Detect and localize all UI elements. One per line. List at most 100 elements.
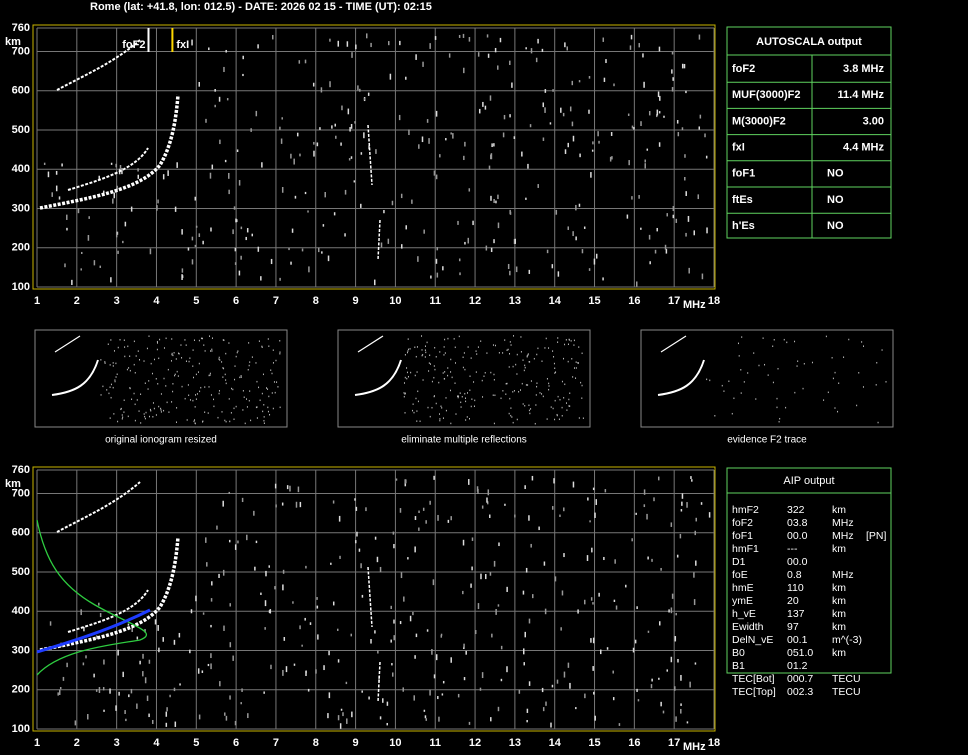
noise-echo — [244, 422, 246, 425]
noise-echo — [225, 420, 227, 423]
noise-echo — [773, 339, 775, 341]
noise-echo — [693, 230, 696, 236]
noise-echo — [526, 708, 529, 713]
noise-echo — [198, 714, 201, 720]
noise-echo — [521, 382, 523, 385]
noise-echo — [197, 371, 199, 373]
noise-echo — [572, 231, 574, 237]
noise-echo — [359, 88, 361, 92]
noise-echo — [683, 63, 686, 69]
noise-echo — [249, 361, 251, 363]
table-frame — [726, 26, 892, 239]
noise-echo — [149, 408, 151, 411]
noise-echo — [506, 586, 508, 592]
noise-echo — [301, 644, 303, 647]
noise-echo — [87, 234, 90, 241]
noise-echo — [560, 627, 562, 631]
noise-echo — [452, 133, 454, 139]
noise-echo — [316, 605, 319, 609]
x-tick-label: 6 — [233, 737, 239, 749]
noise-echo — [631, 196, 633, 200]
noise-echo — [172, 354, 174, 357]
x-tick-label: 15 — [588, 295, 600, 307]
noise-echo — [564, 149, 567, 154]
noise-echo — [195, 595, 197, 602]
noise-echo — [552, 350, 554, 352]
noise-echo — [386, 701, 389, 706]
noise-echo — [558, 418, 560, 421]
noise-echo — [143, 360, 145, 362]
noise-echo — [349, 127, 351, 132]
noise-echo — [490, 371, 492, 374]
noise-echo — [500, 397, 502, 400]
noise-echo — [489, 572, 492, 576]
noise-echo — [635, 281, 638, 287]
noise-echo — [165, 722, 168, 727]
noise-echo — [405, 479, 407, 484]
noise-echo — [337, 715, 340, 721]
noise-echo — [112, 365, 114, 367]
aip-cell: 051.0 — [787, 647, 813, 659]
noise-echo — [881, 349, 883, 351]
noise-echo — [464, 397, 466, 399]
x-tick-label: 3 — [114, 295, 120, 307]
noise-echo — [263, 419, 265, 422]
noise-echo — [493, 378, 495, 381]
noise-echo — [705, 155, 708, 159]
noise-echo — [505, 393, 507, 395]
noise-echo — [530, 543, 532, 548]
noise-echo — [406, 377, 408, 380]
noise-echo — [217, 416, 219, 419]
noise-echo — [279, 340, 281, 342]
noise-echo — [402, 687, 404, 692]
noise-echo — [638, 43, 640, 48]
table-title: AIP output — [783, 475, 834, 487]
noise-echo — [151, 372, 153, 375]
noise-echo — [144, 628, 146, 633]
noise-echo — [267, 338, 269, 340]
noise-echo — [80, 609, 82, 616]
noise-echo — [193, 339, 195, 341]
noise-echo — [218, 358, 220, 360]
noise-echo — [272, 362, 274, 364]
noise-echo — [823, 399, 825, 401]
noise-echo — [211, 164, 214, 170]
noise-echo — [160, 411, 162, 413]
noise-echo — [598, 592, 600, 597]
noise-echo — [305, 565, 307, 569]
noise-echo — [686, 502, 688, 508]
noise-echo — [130, 688, 133, 694]
noise-echo — [134, 419, 136, 422]
noise-echo — [239, 376, 241, 379]
noise-echo — [112, 198, 114, 204]
noise-echo — [223, 367, 225, 370]
noise-echo — [153, 407, 155, 410]
noise-echo — [563, 553, 565, 558]
noise-echo — [195, 373, 197, 376]
noise-echo — [462, 366, 464, 369]
noise-echo — [571, 121, 574, 127]
aip-cell: ymE — [732, 595, 753, 607]
noise-echo — [172, 383, 174, 385]
echo-trace — [367, 124, 373, 186]
noise-echo — [255, 406, 257, 409]
noise-echo — [537, 38, 539, 44]
noise-echo — [469, 389, 471, 392]
noise-echo — [188, 360, 190, 363]
noise-echo — [654, 249, 657, 254]
noise-echo — [139, 660, 141, 665]
noise-echo — [491, 633, 493, 638]
noise-echo — [477, 488, 479, 494]
noise-echo — [187, 247, 190, 251]
noise-echo — [350, 123, 353, 129]
noise-echo — [288, 247, 290, 251]
noise-echo — [772, 345, 774, 348]
noise-echo — [133, 392, 135, 395]
noise-echo — [235, 405, 237, 408]
noise-echo — [518, 390, 520, 393]
noise-echo — [575, 377, 577, 379]
noise-echo — [651, 558, 653, 562]
noise-echo — [412, 403, 414, 405]
noise-echo — [527, 354, 529, 356]
noise-echo — [767, 374, 769, 376]
